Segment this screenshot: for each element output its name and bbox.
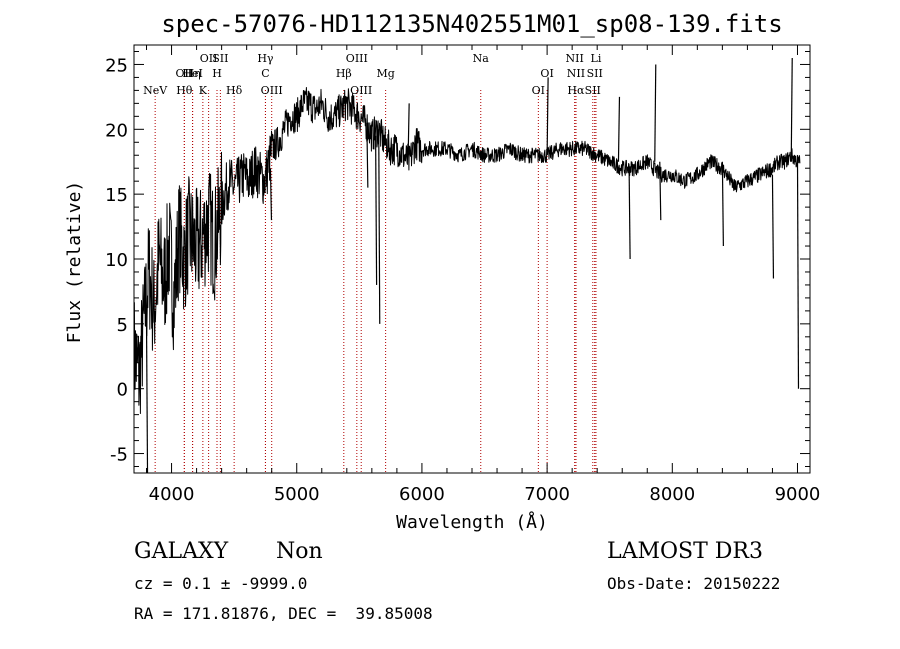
y-tick-label: -5 bbox=[110, 445, 128, 466]
spectral-line-label: NeV bbox=[143, 84, 168, 97]
x-tick-label: 7000 bbox=[524, 484, 570, 505]
spectral-line-label: SII bbox=[212, 52, 228, 65]
x-tick-label: 8000 bbox=[649, 484, 695, 505]
spectral-line-label: Li bbox=[591, 52, 602, 65]
x-tick-label: 4000 bbox=[149, 484, 195, 505]
object-subclass: Non bbox=[276, 539, 323, 564]
spectral-line-label: SII bbox=[585, 84, 601, 97]
x-axis-label: Wavelength (Å) bbox=[396, 511, 548, 533]
spectral-line-label: Hγ bbox=[257, 52, 274, 65]
axes: 4000 5000 6000 7000 8000 9000 -5 0 5 10 15 20 25 bbox=[105, 44, 821, 505]
y-axis-label: Flux (relative) bbox=[64, 181, 85, 344]
y-tick-label: 20 bbox=[105, 120, 128, 141]
spectrum-spike bbox=[796, 155, 800, 389]
x-tick-label: 5000 bbox=[274, 484, 320, 505]
object-class: GALAXY bbox=[134, 539, 229, 564]
spectral-line-label: OI bbox=[540, 67, 553, 80]
spectrum-spike bbox=[145, 323, 149, 474]
spectral-line-label: OIII bbox=[346, 52, 368, 65]
spectral-line-label: OIII bbox=[350, 84, 372, 97]
spectral-line-label: Na bbox=[473, 52, 490, 65]
spectrum-spike bbox=[617, 96, 621, 162]
spectrum-spike bbox=[628, 168, 631, 260]
spectrum-line bbox=[133, 87, 801, 414]
chart-title: spec-57076-HD112135N402551M01_sp08-139.f… bbox=[161, 10, 782, 38]
spectrum-spike bbox=[659, 161, 662, 221]
spectral-line-label: Mg bbox=[376, 67, 394, 80]
spectrum-spike bbox=[269, 168, 273, 221]
spectrum-spike bbox=[375, 135, 378, 285]
spectral-line-label: OII bbox=[175, 67, 193, 80]
y-tick-label: 5 bbox=[117, 315, 128, 336]
spectral-line-label: NII bbox=[565, 52, 583, 65]
spectral-line-label: NII bbox=[567, 67, 585, 80]
y-tick-label: 0 bbox=[117, 380, 128, 401]
spectral-line-label: Hα bbox=[567, 84, 585, 97]
spectral-line-label: OIII bbox=[261, 84, 283, 97]
spectral-line-label: HeI bbox=[182, 67, 202, 80]
spectral-line-label: Hβ bbox=[336, 67, 352, 80]
redshift-cz: cz = 0.1 ± -9999.0 bbox=[134, 574, 308, 593]
y-tick-label: 15 bbox=[105, 185, 128, 206]
spectrum-spike bbox=[721, 161, 724, 247]
y-tick-label: 10 bbox=[105, 250, 128, 271]
x-tick-label: 6000 bbox=[399, 484, 445, 505]
y-tick-label: 25 bbox=[105, 55, 128, 76]
ra-dec: RA = 171.81876, DEC = 39.85008 bbox=[134, 604, 433, 623]
spectral-line-label: Hδ bbox=[226, 84, 243, 97]
spectral-line-label: H bbox=[212, 67, 222, 80]
observation-date: Obs-Date: 20150222 bbox=[607, 574, 781, 593]
spectrum-spike bbox=[366, 122, 369, 188]
spectrum-spike bbox=[546, 77, 549, 156]
x-tick-label: 9000 bbox=[775, 484, 821, 505]
spectrum-spike bbox=[790, 57, 793, 162]
survey-name: LAMOST DR3 bbox=[607, 539, 763, 564]
spectrum-series bbox=[133, 57, 801, 474]
spectrum-spike bbox=[654, 64, 657, 162]
spectral-line-label: SII bbox=[587, 67, 603, 80]
spectrum-spike bbox=[378, 129, 381, 324]
spectral-line-label: OII bbox=[200, 52, 218, 65]
spectral-line-label: K bbox=[199, 84, 208, 97]
spectrum-spike bbox=[407, 103, 410, 156]
spectral-line-label: Hη bbox=[184, 67, 200, 80]
spectral-line-label: OI bbox=[532, 84, 545, 97]
spectral-line-label: C bbox=[261, 67, 269, 80]
plot-frame bbox=[133, 44, 811, 474]
spectrum-spike bbox=[771, 174, 775, 279]
